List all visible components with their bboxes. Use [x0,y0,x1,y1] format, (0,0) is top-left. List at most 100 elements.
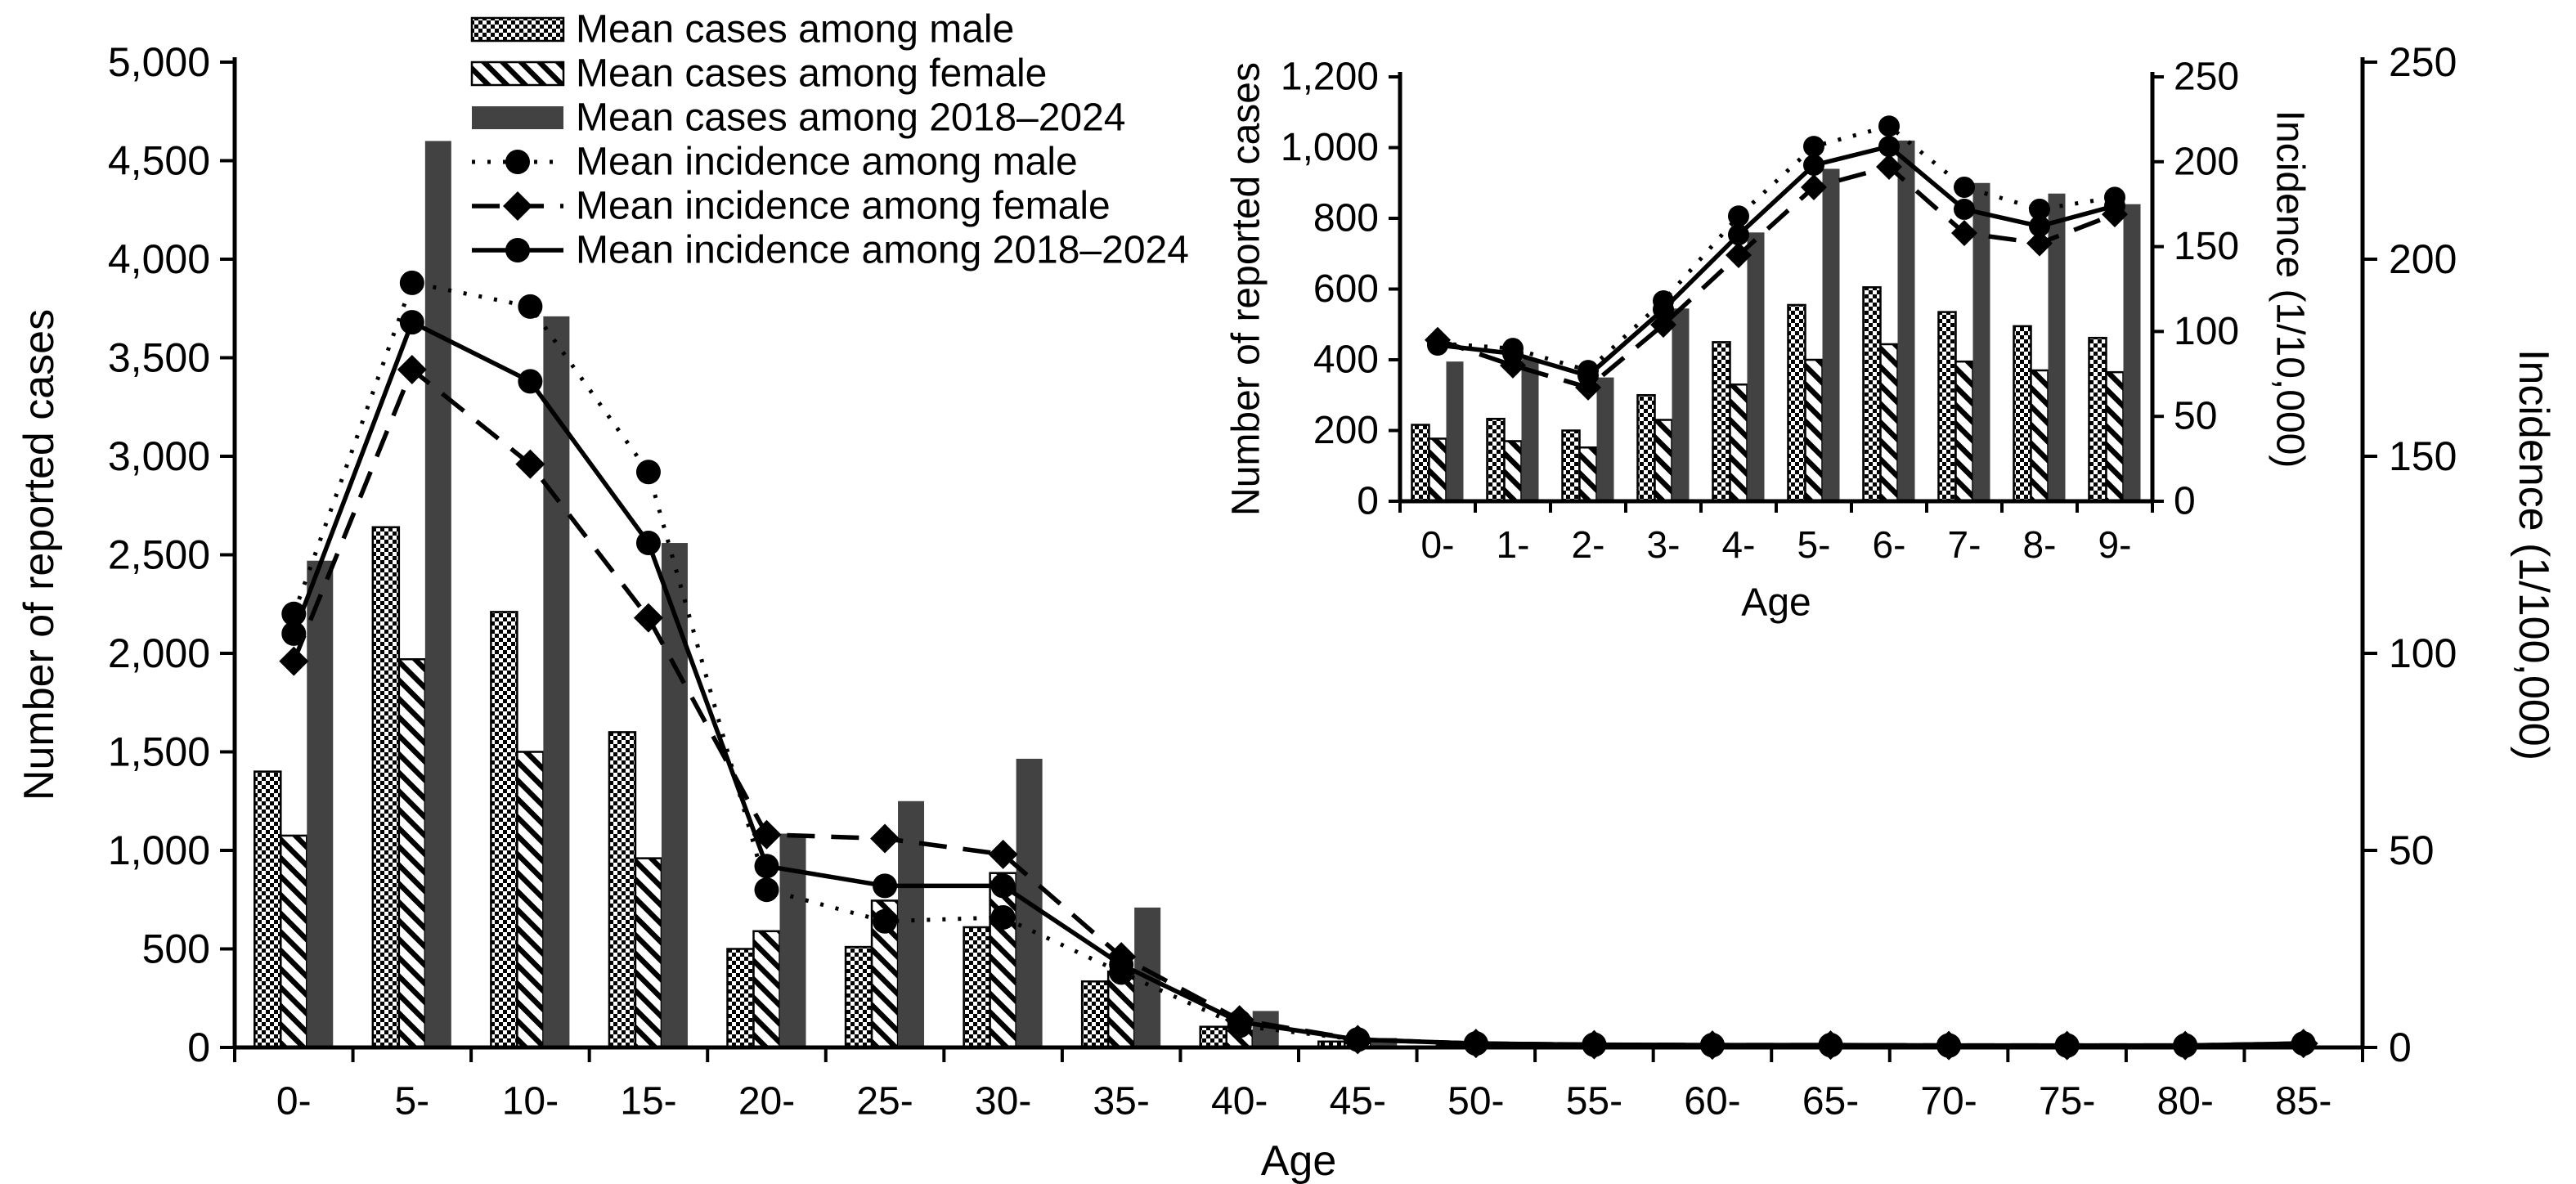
main-bar [634,857,663,1049]
inset-diamond-marker [1801,173,1827,200]
main-bar-series-0 [254,526,2291,1049]
main-bar [1199,1025,1227,1049]
main-right-tick-label: 250 [2389,39,2457,85]
inset-bar [1446,361,1464,501]
inset-left-tick-label: 600 [1313,267,1379,311]
legend-item-label: Mean cases among male [576,8,1014,52]
legend-item-2: Mean cases among 2018–2024 [472,96,1126,140]
main-left-axis-title: Number of reported cases [16,309,63,801]
main-circle-marker [518,369,543,394]
inset-circle-marker [1878,115,1900,137]
main-left-tick-label: 1,500 [108,729,210,775]
inset-right-tick-label: 250 [2174,56,2239,99]
inset-diamond-marker [1951,219,1977,246]
inset-axes: 0 200 400 600 800 1,000 1,200 0 50 100 150 200 250 0-… [1225,56,2312,625]
main-left-tick-label: 3,500 [108,335,210,381]
main-right-tick-label: 200 [2389,236,2457,282]
inset-bar [1636,394,1656,503]
inset-left-tick-label: 200 [1313,409,1379,452]
inset-bar [1747,232,1765,501]
inset-bar [1937,311,1957,503]
legend-item-label: Mean incidence among female [576,185,1111,228]
main-x-category-label: 15- [620,1080,676,1123]
inset-circle-marker [1577,365,1599,387]
inset-x-category-label: 2- [1572,523,1605,566]
main-x-category-label: 0- [276,1080,312,1123]
inset-x-category-label: 8- [2023,523,2057,566]
main-diamond-marker [988,839,1018,869]
main-bar [543,316,570,1047]
inset-bar [1521,359,1539,501]
inset-bar [1428,437,1447,503]
inset-circle-marker [2104,195,2125,217]
inset-left-axis-title: Number of reported cases [1225,62,1268,516]
inset-bar [1596,377,1614,501]
main-bar [397,657,427,1049]
inset-circle-marker [1728,224,1749,246]
inset-circle-marker [1954,176,1975,198]
main-right-tick-label: 150 [2389,433,2457,479]
main-bar [779,833,806,1047]
main-x-category-label: 55- [1566,1080,1622,1123]
inset-bar [1561,429,1581,503]
legend-stripes-swatch-icon [470,61,565,87]
inset-right-tick-label: 0 [2174,480,2196,523]
inset-bar-series-2 [1446,140,2141,501]
legend-item-label: Mean incidence among 2018–2024 [576,229,1189,272]
main-left-tick-label: 1,000 [108,827,210,873]
main-diamond-marker [633,603,663,633]
main-diamond-marker [397,354,427,384]
inset-right-tick-label: 200 [2174,140,2239,183]
main-left-tick-label: 3,000 [108,433,210,479]
main-circle-marker [1109,952,1134,977]
inset-bar [1972,182,1990,501]
inset-bar [2013,325,2032,503]
main-circle-marker [1582,1032,1607,1057]
inset-bar [1578,446,1598,503]
inset-circle-marker [1803,136,1824,158]
main-right-tick-label: 50 [2389,827,2435,873]
inset-bar-series-0 [1411,286,2107,503]
inset-x-category-label: 4- [1722,523,1756,566]
main-x-category-label: 40- [1211,1080,1268,1123]
legend-item-label: Mean cases among 2018–2024 [576,96,1126,140]
inset-circle-marker [2029,198,2050,220]
inset-bar [1486,417,1506,503]
main-circle-marker [1463,1031,1488,1056]
inset-bar [1897,140,1915,501]
inset-line-solid [1437,144,2116,379]
main-bar [963,926,991,1049]
inset-left-tick-label: 400 [1313,339,1379,382]
main-left-tick-label: 0 [187,1025,210,1070]
inset-bar [1822,168,1840,501]
inset-line-dashed [1437,164,2116,390]
main-circle-marker [754,877,779,903]
inset-left-tick-label: 1,200 [1281,56,1379,99]
main-circle-marker [1227,1009,1252,1034]
main-bar [898,801,925,1047]
main-circle-marker [399,270,424,295]
main-x-category-label: 5- [394,1080,429,1123]
inset-bar [1411,424,1430,503]
inset-diamond-marker [1876,154,1902,181]
inset-circle-marker [2029,215,2050,237]
main-bar [661,543,688,1047]
main-circle-marker [635,460,661,485]
chart-root: 05001,0001,5002,0002,5003,0003,5004,0004… [16,8,2557,1184]
main-circle-marker [990,873,1016,899]
main-right-axis-title: Incidence (1/100,000) [2510,349,2557,760]
main-x-category-label: 20- [738,1080,795,1123]
main-x-category-label: 50- [1447,1080,1504,1123]
inset-bar [1729,383,1748,503]
main-diamond-marker [515,449,545,479]
inset-x-category-label: 9- [2098,523,2132,566]
main-bar [490,611,518,1049]
inset-bars [1411,140,2141,503]
main-circle-marker [873,908,898,934]
main-x-axis-title: Age [1261,1137,1337,1184]
main-left-tick-label: 2,500 [108,532,210,578]
legend-item-0: Mean cases among male [470,8,1014,52]
legend-item-1: Mean cases among female [470,52,1047,96]
main-circle-marker [635,531,661,556]
